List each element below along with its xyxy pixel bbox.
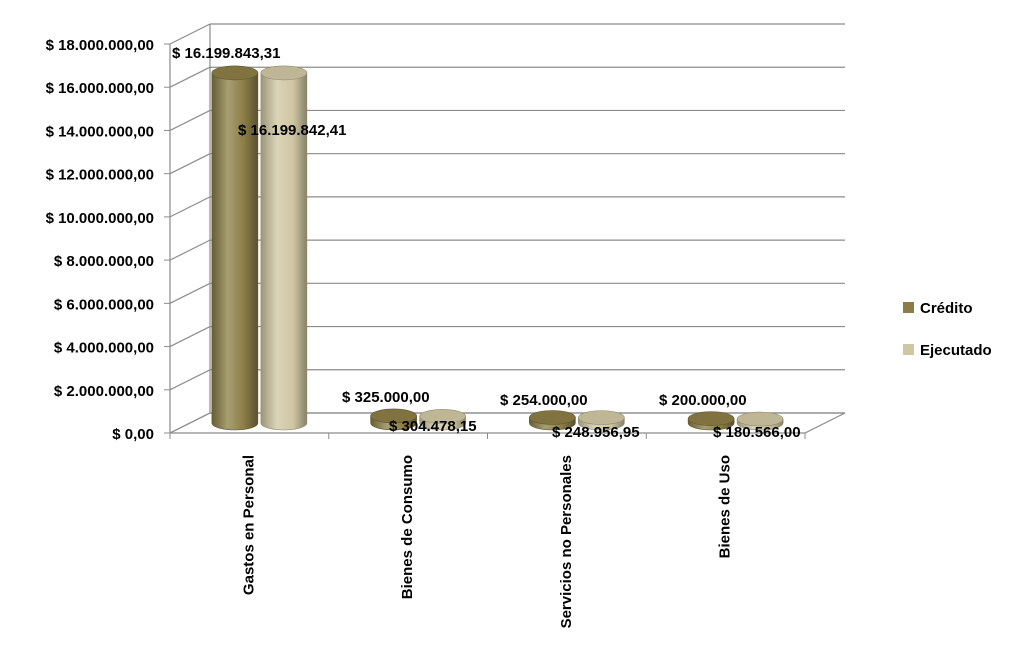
bar-top xyxy=(687,411,735,426)
y-tick-label: $ 18.000.000,00 xyxy=(46,37,154,54)
y-tick-label: $ 6.000.000,00 xyxy=(54,296,154,313)
gridline-side xyxy=(169,153,211,175)
bar-series xyxy=(211,65,784,431)
legend-swatch xyxy=(903,302,914,313)
bar xyxy=(370,408,417,431)
data-labels: $ 16.199.843,31 $ 16.199.842,41 $ 325.000,… xyxy=(172,45,801,441)
gridline-side xyxy=(169,326,211,348)
y-tick-label: $ 0,00 xyxy=(112,426,154,443)
bar xyxy=(687,411,735,431)
gridline-side xyxy=(169,239,211,261)
data-label: $ 200.000,00 xyxy=(659,392,747,409)
bar-top xyxy=(211,65,259,81)
bar xyxy=(260,65,308,431)
legend: Crédito Ejecutado xyxy=(903,300,992,359)
bar-body xyxy=(260,72,308,431)
data-label: $ 254.000,00 xyxy=(500,392,588,409)
data-label: $ 16.199.842,41 xyxy=(238,122,346,139)
bar-top xyxy=(370,408,417,424)
legend-swatch xyxy=(903,344,914,355)
x-tick-label: Servicios no Personales xyxy=(558,455,575,628)
gridline-side xyxy=(169,369,211,391)
gridline-side xyxy=(169,23,211,45)
y-tick-label: $ 14.000.000,00 xyxy=(46,123,154,140)
x-tick-label: Gastos en Personal xyxy=(240,455,257,595)
bar xyxy=(419,409,466,431)
legend-label: Crédito xyxy=(920,300,973,317)
gridlines xyxy=(164,23,845,434)
bar-top xyxy=(419,409,466,424)
x-tick-label: Bienes de Uso xyxy=(717,455,734,558)
y-tick-label: $ 2.000.000,00 xyxy=(54,383,154,400)
y-tick-label: $ 10.000.000,00 xyxy=(46,210,154,227)
data-label: $ 248.956,95 xyxy=(552,424,640,441)
bar-top xyxy=(736,411,784,427)
x-axis: Gastos en Personal Bienes de Consumo Servi… xyxy=(169,433,806,628)
gridline-side xyxy=(169,282,211,304)
bar xyxy=(529,410,576,431)
data-label: $ 325.000,00 xyxy=(342,389,430,406)
data-label: $ 16.199.843,31 xyxy=(172,45,280,62)
x-tick-label: Bienes de Consumo xyxy=(399,455,416,599)
bar xyxy=(578,410,625,431)
bar-body xyxy=(211,72,259,431)
legend-label: Ejecutado xyxy=(920,342,992,359)
bar-top xyxy=(260,65,308,81)
gridline-side xyxy=(169,196,211,218)
gridline-side xyxy=(169,66,211,88)
data-label: $ 180.566,00 xyxy=(713,424,801,441)
y-tick-label: $ 16.000.000,00 xyxy=(46,80,154,97)
y-tick-label: $ 4.000.000,00 xyxy=(54,340,154,357)
bar xyxy=(736,411,784,431)
y-tick-label: $ 8.000.000,00 xyxy=(54,253,154,270)
gridline-side xyxy=(169,412,211,434)
gridline-side xyxy=(169,109,211,131)
bar-top xyxy=(529,410,576,425)
bar xyxy=(211,65,259,431)
y-tick-label: $ 12.000.000,00 xyxy=(46,167,154,184)
data-label: $ 304.478,15 xyxy=(389,418,477,435)
y-axis-tick-labels: $ 0,00 $ 2.000.000,00 $ 4.000.000,00 $ 6.00… xyxy=(46,37,154,443)
bar-top xyxy=(578,410,625,425)
